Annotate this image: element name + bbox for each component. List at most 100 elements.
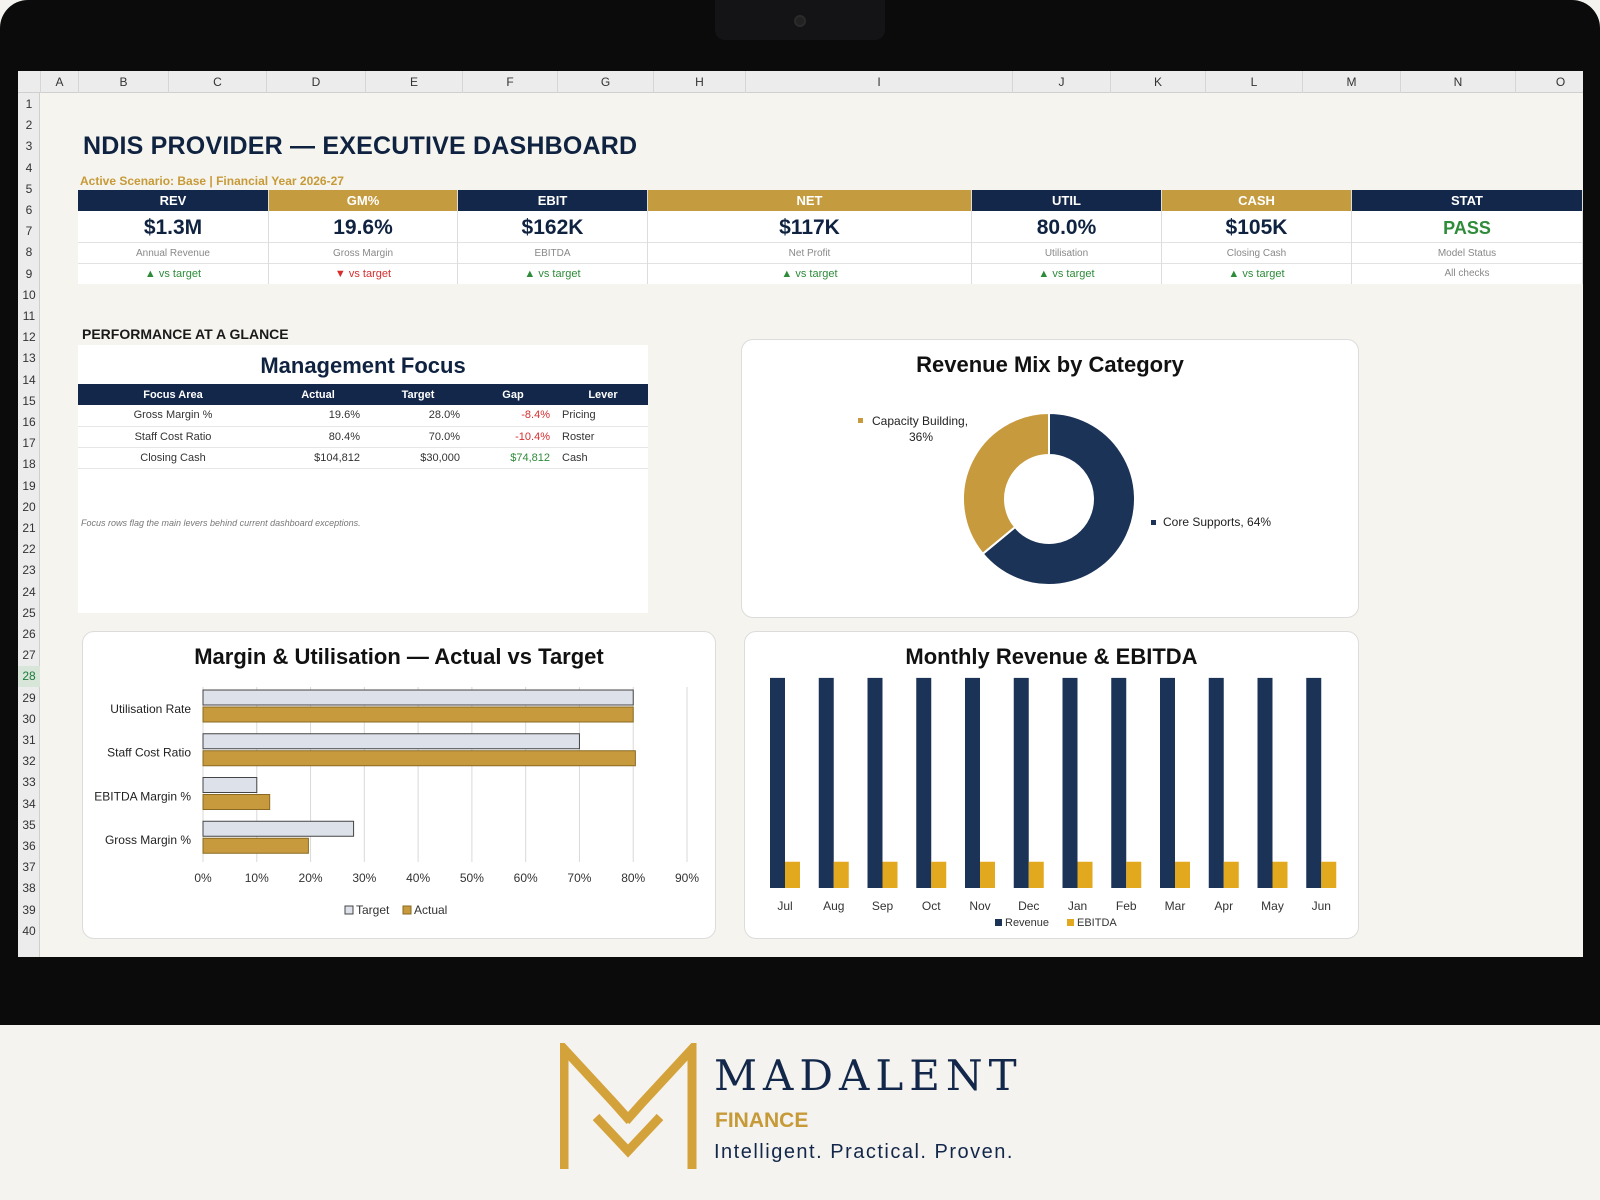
column-header[interactable]: A xyxy=(40,71,78,93)
table-cell-gap: -10.4% xyxy=(468,426,558,448)
row-header[interactable]: 17 xyxy=(22,436,36,451)
bar-ebitda xyxy=(980,861,995,888)
x-tick-label: May xyxy=(1261,899,1284,913)
column-header[interactable]: B xyxy=(78,71,168,93)
table-cell-area: Closing Cash xyxy=(78,447,268,469)
row-header[interactable]: 38 xyxy=(22,881,36,896)
row-header[interactable]: 19 xyxy=(22,478,36,493)
column-header[interactable]: E xyxy=(365,71,462,93)
row-header[interactable]: 13 xyxy=(22,351,36,366)
row-header[interactable]: 33 xyxy=(22,775,36,790)
table-cell-target: $30,000 xyxy=(368,447,468,469)
x-tick-label: 50% xyxy=(460,871,484,885)
bar-actual xyxy=(202,750,636,767)
x-tick-label: Nov xyxy=(969,899,990,913)
row-header[interactable]: 27 xyxy=(22,648,36,663)
row-header[interactable]: 9 xyxy=(25,266,33,281)
row-header[interactable]: 20 xyxy=(22,499,36,514)
x-tick-label: 60% xyxy=(514,871,538,885)
kpi-label: EBITDA xyxy=(458,243,647,264)
column-header[interactable]: D xyxy=(266,71,365,93)
bar-ebitda xyxy=(931,861,947,888)
kpi-label: Net Profit xyxy=(648,243,971,264)
column-header[interactable]: M xyxy=(1302,71,1400,93)
column-header[interactable]: J xyxy=(1012,71,1110,93)
x-tick-label: Mar xyxy=(1165,899,1186,913)
column-header[interactable]: C xyxy=(168,71,266,93)
column-header[interactable]: K xyxy=(1110,71,1205,93)
column-header[interactable]: G xyxy=(557,71,653,93)
row-header[interactable]: 36 xyxy=(22,839,36,853)
row-header[interactable]: 40 xyxy=(22,923,36,938)
row-header[interactable]: 35 xyxy=(22,817,36,832)
kpi-value: $162K xyxy=(458,211,647,243)
row-header[interactable]: 30 xyxy=(22,711,36,726)
row-header[interactable]: 22 xyxy=(22,542,36,557)
row-header[interactable]: 16 xyxy=(22,415,36,429)
y-category-label: EBITDA Margin % xyxy=(94,789,191,803)
row-header[interactable]: 24 xyxy=(22,584,36,599)
row-header[interactable]: 11 xyxy=(22,309,36,323)
kpi-value: 80.0% xyxy=(972,211,1161,243)
dashboard-title: NDIS PROVIDER — EXECUTIVE DASHBOARD xyxy=(83,132,638,160)
column-header[interactable]: O xyxy=(1515,71,1583,93)
row-header[interactable]: 26 xyxy=(22,627,36,641)
row-header[interactable]: 6 xyxy=(25,203,33,217)
x-tick-label: 90% xyxy=(675,871,699,885)
bar-ebitda xyxy=(1077,861,1093,888)
kpi-trend: ▲ vs target xyxy=(1038,268,1095,280)
row-header[interactable]: 7 xyxy=(25,224,33,239)
row-header[interactable]: 32 xyxy=(22,754,36,769)
bar-revenue xyxy=(1306,677,1322,888)
kpi-value: $105K xyxy=(1162,211,1351,243)
legend-label: Actual xyxy=(414,903,447,917)
bar-target xyxy=(202,733,580,750)
row-header[interactable]: 31 xyxy=(22,733,36,747)
row-header[interactable]: 39 xyxy=(22,902,36,917)
kpi-header: GM% xyxy=(269,190,457,211)
row-header[interactable]: 15 xyxy=(22,393,36,408)
row-header[interactable]: 2 xyxy=(25,118,33,133)
donut-slice xyxy=(981,411,1136,586)
brand-subtitle: FINANCE xyxy=(715,1109,809,1132)
dashboard-sheet: NDIS PROVIDER — EXECUTIVE DASHBOARD Acti… xyxy=(41,94,1583,957)
row-header[interactable]: 21 xyxy=(22,521,36,535)
legend-swatch xyxy=(402,905,412,915)
row-header[interactable]: 12 xyxy=(22,330,36,345)
row-header[interactable]: 37 xyxy=(22,860,36,875)
row-header[interactable]: 29 xyxy=(22,690,36,705)
row-header[interactable]: 8 xyxy=(25,245,33,260)
column-header[interactable]: H xyxy=(653,71,745,93)
column-header[interactable]: L xyxy=(1205,71,1302,93)
row-header[interactable]: 14 xyxy=(22,372,36,387)
row-header[interactable]: 18 xyxy=(22,457,36,472)
row-header[interactable]: 10 xyxy=(22,287,36,302)
kpi-trend: All checks xyxy=(1444,268,1490,279)
column-header[interactable]: I xyxy=(745,71,1012,93)
x-tick-label: Jul xyxy=(777,899,792,913)
row-header[interactable]: 5 xyxy=(25,181,33,196)
col-header-gap: Gap xyxy=(468,384,558,405)
row-header[interactable]: 23 xyxy=(22,563,36,578)
bar-revenue xyxy=(818,677,834,888)
legend-swatch xyxy=(1067,919,1074,926)
col-header-target: Target xyxy=(368,384,468,405)
row-header[interactable]: 3 xyxy=(25,139,33,154)
column-header[interactable]: F xyxy=(462,71,557,93)
section-label: PERFORMANCE AT A GLANCE xyxy=(82,326,289,342)
row-header[interactable]: 25 xyxy=(22,605,36,620)
row-header[interactable]: 34 xyxy=(22,796,36,811)
x-tick-label: 0% xyxy=(194,871,212,885)
slice-label: 36% xyxy=(909,430,933,444)
bar-revenue xyxy=(1111,677,1127,888)
bar-revenue xyxy=(867,677,883,888)
bar-actual xyxy=(202,706,634,723)
row-header[interactable]: 28 xyxy=(18,666,40,688)
row-header[interactable]: 1 xyxy=(25,97,33,111)
kpi-trend: ▲ vs target xyxy=(781,268,838,280)
column-header[interactable]: N xyxy=(1400,71,1515,93)
row-header[interactable]: 4 xyxy=(25,160,33,175)
bar-revenue xyxy=(770,677,785,888)
kpi-trend: ▼ vs target xyxy=(334,268,392,280)
